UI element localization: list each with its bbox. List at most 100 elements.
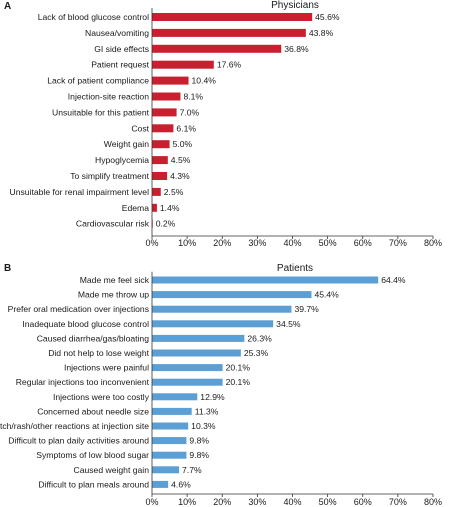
category-label: To simplify treatment bbox=[70, 171, 149, 181]
bar bbox=[152, 334, 245, 342]
x-tick-label: 80% bbox=[424, 497, 442, 507]
bar bbox=[152, 92, 181, 101]
x-tick-label: 50% bbox=[319, 497, 337, 507]
x-tick-label: 10% bbox=[178, 238, 196, 248]
category-label: Difficult to plan daily activities aroun… bbox=[8, 436, 149, 446]
bar-value-label: 26.3% bbox=[247, 333, 272, 343]
bar bbox=[152, 156, 168, 165]
x-tick-label: 0% bbox=[145, 238, 158, 248]
value-labels: 45.6% 43.8%36.8% 17.6%10.4% 8.1% 7.0% 6.1% 5.0… bbox=[156, 12, 340, 229]
category-label: Hypoglycemia bbox=[95, 155, 149, 165]
bar-value-label: 4.6% bbox=[171, 479, 191, 489]
bar-value-label: 12.9% bbox=[200, 392, 225, 402]
panel-title-physicians: Physicians bbox=[271, 0, 319, 11]
x-tick-label: 10% bbox=[178, 497, 196, 507]
bar bbox=[152, 378, 223, 386]
x-tick-label: 80% bbox=[424, 238, 442, 248]
category-label: Weight gain bbox=[104, 139, 149, 149]
category-label: Lack of blood glucose control bbox=[38, 12, 149, 22]
bar-value-label: 10.4% bbox=[192, 76, 217, 86]
category-label: Injection-site reaction bbox=[68, 92, 149, 102]
category-label: GI side effects bbox=[94, 44, 149, 54]
bar-value-label: 1.4% bbox=[160, 203, 180, 213]
x-tick-label: 70% bbox=[389, 238, 407, 248]
panel-patients: B Patients Made me feel sick Made me thro… bbox=[0, 263, 442, 507]
x-tick-label: 0% bbox=[145, 497, 158, 507]
bar bbox=[152, 393, 198, 401]
x-axis: 0% 10% 20% 30% 40% 50% 60% 70% 80% bbox=[145, 8, 442, 248]
x-tick-label: 70% bbox=[389, 497, 407, 507]
bar-value-label: 2.5% bbox=[164, 187, 184, 197]
category-label: Inadequate blood glucose control bbox=[22, 319, 149, 329]
value-labels: 64.4% 45.4% 39.7% 34.5% 26.3% 25.3% 20.1% 20.1%… bbox=[171, 275, 406, 489]
x-tick-label: 20% bbox=[213, 238, 231, 248]
bar bbox=[152, 364, 223, 372]
bar bbox=[152, 320, 274, 328]
category-label: Symptoms of low blood sugar bbox=[36, 450, 149, 460]
bar bbox=[152, 44, 282, 53]
bar-value-label: 34.5% bbox=[276, 319, 301, 329]
x-tick-label: 60% bbox=[354, 497, 372, 507]
bar-value-label: 4.5% bbox=[171, 155, 191, 165]
bar-value-label: 9.8% bbox=[189, 450, 209, 460]
bar bbox=[152, 422, 189, 430]
category-label: Patient request bbox=[91, 60, 149, 70]
bar bbox=[152, 276, 379, 284]
bar-value-label: 17.6% bbox=[217, 60, 242, 70]
bar bbox=[152, 480, 169, 488]
bar-value-label: 7.7% bbox=[182, 465, 202, 475]
x-tick-label: 20% bbox=[213, 497, 231, 507]
bar-value-label: 6.1% bbox=[176, 123, 196, 133]
category-label: Made me feel sick bbox=[80, 275, 150, 285]
category-label: Unsuitable for this patient bbox=[52, 107, 150, 117]
x-tick-label: 30% bbox=[248, 497, 266, 507]
bar bbox=[152, 28, 306, 37]
category-label: Regular injections too inconvenient bbox=[16, 377, 150, 387]
category-label: Edema bbox=[122, 203, 149, 213]
x-tick-label: 60% bbox=[354, 238, 372, 248]
bar-value-label: 45.4% bbox=[314, 290, 339, 300]
bars bbox=[152, 276, 379, 488]
bar-value-label: 36.8% bbox=[284, 44, 309, 54]
bar bbox=[152, 451, 187, 459]
x-tick-label: 50% bbox=[319, 238, 337, 248]
bar bbox=[152, 60, 214, 69]
category-label: Made me throw up bbox=[78, 290, 149, 300]
category-label: Lack of patient compliance bbox=[47, 76, 149, 86]
bar-value-label: 45.6% bbox=[315, 12, 340, 22]
bar-value-label: 10.3% bbox=[191, 421, 216, 431]
panel-title-patients: Patients bbox=[277, 263, 313, 274]
bar-value-label: 5.0% bbox=[173, 139, 193, 149]
bar bbox=[152, 203, 157, 212]
x-tick-label: 40% bbox=[283, 238, 301, 248]
bar-value-label: 4.3% bbox=[170, 171, 190, 181]
bar-value-label: 0.2% bbox=[156, 219, 176, 229]
bar-value-label: 7.0% bbox=[180, 107, 200, 117]
category-label: Caused weight gain bbox=[74, 465, 150, 475]
bar bbox=[152, 124, 174, 133]
bar bbox=[152, 349, 241, 357]
bar-value-label: 39.7% bbox=[294, 304, 319, 314]
x-tick-label: 30% bbox=[248, 238, 266, 248]
panel-letter-b: B bbox=[4, 263, 11, 274]
category-label: Nausea/vomiting bbox=[85, 28, 149, 38]
bar-value-label: 64.4% bbox=[381, 275, 406, 285]
category-label: Injections were too costly bbox=[53, 392, 150, 402]
category-label: Caused diarrhea/gas/bloating bbox=[37, 333, 149, 343]
bar bbox=[152, 291, 312, 299]
x-axis: 0% 10% 20% 30% 40% 50% 60% 70% 80% bbox=[145, 271, 442, 507]
bar bbox=[152, 187, 161, 196]
category-labels: Made me feel sick Made me throw up Prefer … bbox=[0, 275, 150, 489]
panel-letter-a: A bbox=[4, 1, 11, 12]
panel-physicians: A Physicians Lack of blood glucose contr… bbox=[4, 0, 442, 248]
category-label: Prefer oral medication over injections bbox=[8, 304, 149, 314]
bar bbox=[152, 140, 170, 149]
category-label: Cardiovascular risk bbox=[76, 219, 150, 229]
bar bbox=[152, 13, 313, 21]
category-label: Unsuitable for renal impairment level bbox=[10, 187, 150, 197]
category-label: Itch/rash/other reactions at injection s… bbox=[0, 421, 149, 431]
bar bbox=[152, 172, 168, 180]
x-tick-label: 40% bbox=[283, 497, 301, 507]
bar bbox=[152, 76, 189, 85]
